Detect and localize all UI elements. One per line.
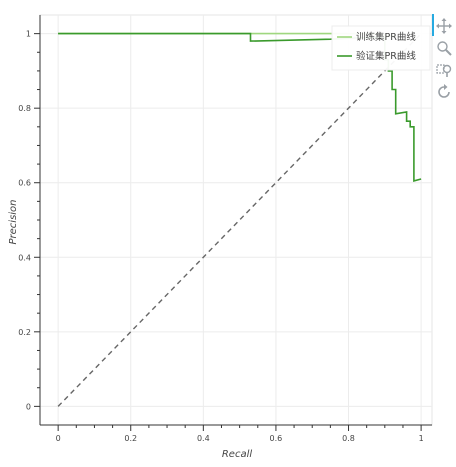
y-tick-label: 0.8 (18, 104, 31, 113)
reset-icon (438, 84, 450, 98)
x-tick-label: 1 (419, 434, 424, 443)
move-arrows-icon (436, 18, 452, 34)
diagonal-reference-line (57, 33, 422, 407)
x-tick-label: 0.2 (124, 434, 137, 443)
y-tick-label: 0.4 (18, 253, 31, 262)
y-tick-label: 0.6 (18, 179, 31, 188)
x-axis-title: Recall (222, 449, 253, 460)
y-tick-label: 0.2 (18, 328, 31, 337)
reset-tool-button[interactable] (436, 84, 452, 100)
legend-label-val: 验证集PR曲线 (356, 50, 416, 62)
pan-tool-button[interactable] (436, 18, 452, 34)
active-tool-indicator (432, 14, 434, 36)
y-tick-label: 0 (26, 402, 31, 411)
plot-frame (39, 14, 433, 426)
box-zoom-icon (436, 64, 452, 77)
legend-box (331, 25, 431, 71)
x-tick-label: 0.8 (342, 434, 355, 443)
axes: 0 0.2 0.4 0.6 0.8 1 0 0.2 0.4 0.6 0.8 1 (18, 15, 432, 443)
magnifier-icon (437, 41, 452, 56)
box-zoom-tool-button[interactable] (436, 62, 452, 78)
wheel-zoom-tool-button[interactable] (436, 40, 452, 56)
y-tick-label: 1 (26, 30, 31, 39)
x-tick-label: 0 (56, 434, 61, 443)
y-axis-title: Precision (8, 199, 19, 244)
legend: 训练集PR曲线 验证集PR曲线 (331, 25, 431, 71)
x-tick-label: 0.4 (197, 434, 210, 443)
x-tick-label: 0.6 (270, 434, 283, 443)
legend-label-train: 训练集PR曲线 (356, 31, 416, 43)
